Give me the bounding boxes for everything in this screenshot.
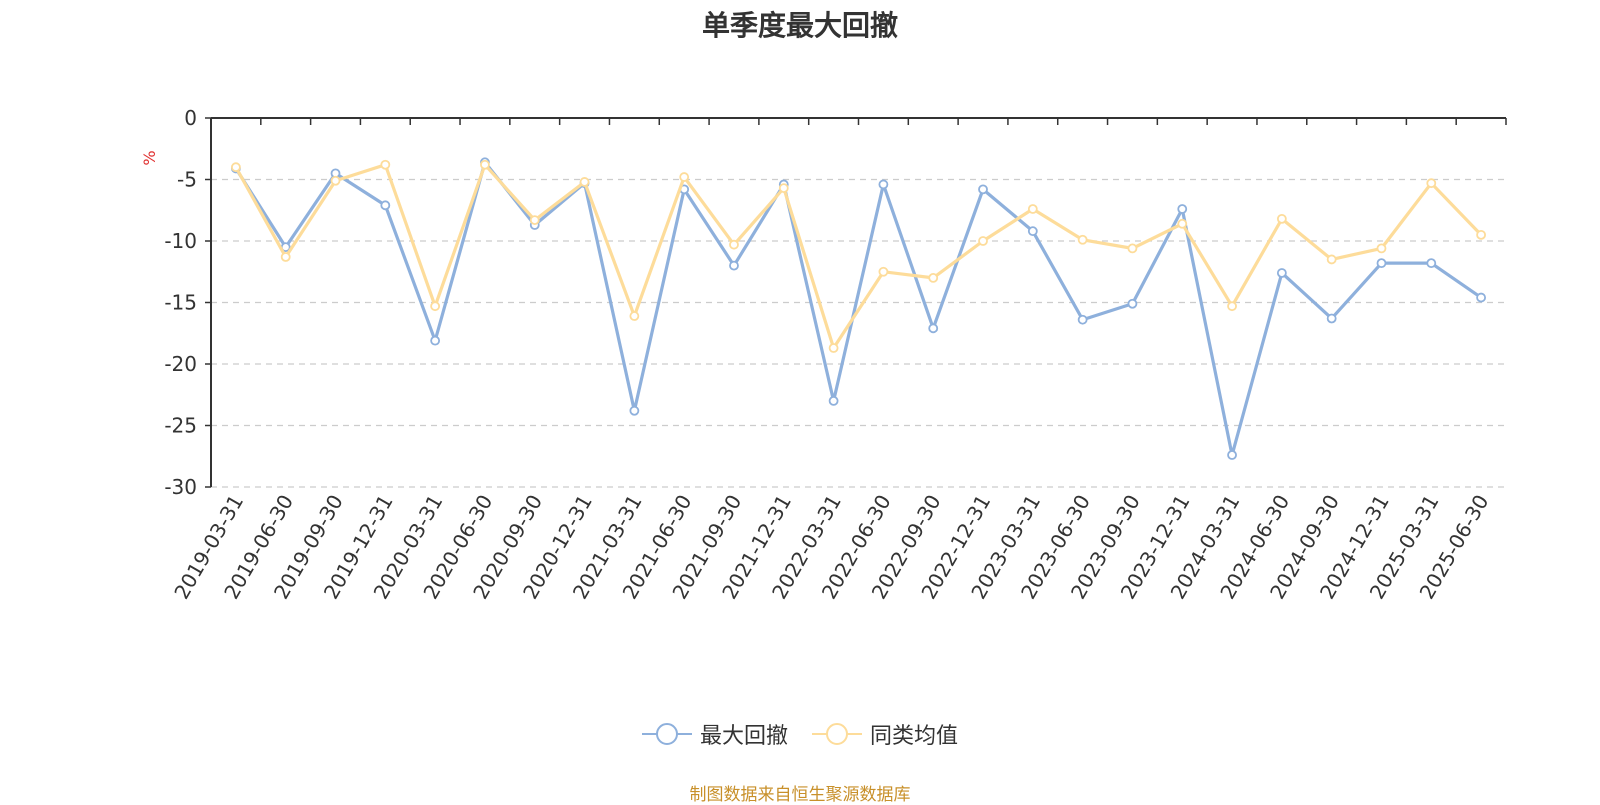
data-point <box>828 395 839 406</box>
data-point <box>629 311 640 321</box>
series-line <box>234 160 1483 457</box>
data-point <box>1426 178 1437 189</box>
series-1 <box>231 159 1486 353</box>
data-point <box>1177 218 1188 229</box>
data-point <box>828 343 839 353</box>
data-point <box>1376 258 1387 269</box>
data-point <box>1376 243 1387 254</box>
legend-item-series-1[interactable]: 同类均值 <box>812 718 958 750</box>
data-point <box>280 252 291 262</box>
y-tick-label: -15 <box>164 291 197 315</box>
data-point <box>430 301 441 312</box>
data-point <box>480 159 490 170</box>
series-layer <box>231 157 1486 460</box>
y-tick-label: 0 <box>184 106 197 130</box>
data-point <box>1476 292 1486 303</box>
data-point <box>1127 243 1138 254</box>
data-point <box>729 260 739 271</box>
legend: 最大回撤 同类均值 <box>0 718 1600 750</box>
data-point <box>1227 301 1237 312</box>
data-point <box>1077 314 1088 325</box>
data-point <box>629 405 640 416</box>
source-note: 制图数据来自恒生聚源数据库 <box>689 785 911 805</box>
data-point <box>878 266 889 277</box>
data-point <box>1326 254 1337 265</box>
series-line <box>234 163 1483 350</box>
y-tick-label: -5 <box>177 168 197 192</box>
data-point <box>1276 268 1287 278</box>
data-point <box>878 179 889 190</box>
y-tick-label: -20 <box>164 352 197 376</box>
data-point <box>729 239 739 250</box>
data-point <box>1326 313 1337 324</box>
data-point <box>1027 226 1038 237</box>
data-point <box>380 200 391 211</box>
data-point <box>430 335 441 346</box>
data-point <box>1426 258 1437 269</box>
data-point <box>1127 298 1138 309</box>
y-tick-label: -25 <box>164 414 197 438</box>
data-point <box>529 215 540 225</box>
data-point <box>231 162 241 173</box>
data-point <box>928 272 939 283</box>
data-point <box>1077 234 1088 245</box>
data-point <box>928 323 939 334</box>
data-point <box>978 184 988 195</box>
y-tick-label: -30 <box>164 475 197 499</box>
legend-line-circle-icon <box>812 723 862 745</box>
data-point <box>1177 204 1188 214</box>
y-tick-label: -10 <box>164 229 197 253</box>
legend-label: 最大回撤 <box>699 724 788 749</box>
data-point <box>1276 213 1287 224</box>
legend-label: 同类均值 <box>870 724 959 749</box>
data-point <box>1227 450 1237 460</box>
y-axis-label: % <box>140 150 159 165</box>
legend-item-series-0[interactable]: 最大回撤 <box>641 718 788 750</box>
data-point <box>778 183 789 194</box>
data-point <box>679 172 690 182</box>
data-point <box>1476 229 1486 240</box>
chart-title: 单季度最大回撤 <box>701 9 898 42</box>
data-point <box>380 159 391 170</box>
data-point <box>330 175 341 186</box>
grid-lines <box>211 178 1506 488</box>
data-point <box>978 236 988 246</box>
legend-line-circle-icon <box>641 723 692 745</box>
data-point <box>579 177 590 187</box>
data-point <box>1027 204 1038 214</box>
